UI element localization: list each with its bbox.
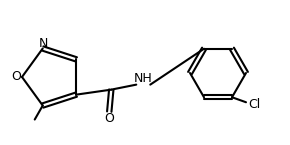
Text: O: O	[104, 112, 114, 125]
Text: Cl: Cl	[248, 98, 260, 111]
Text: NH: NH	[134, 72, 153, 85]
Text: N: N	[39, 37, 48, 50]
Text: O: O	[11, 70, 21, 84]
